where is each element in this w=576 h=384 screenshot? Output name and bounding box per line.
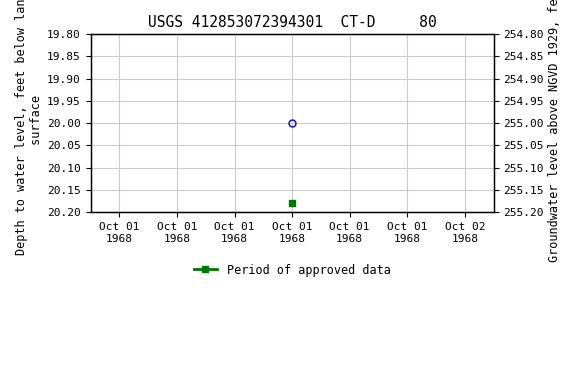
Title: USGS 412853072394301  CT-D     80: USGS 412853072394301 CT-D 80: [148, 15, 437, 30]
Y-axis label: Groundwater level above NGVD 1929, feet: Groundwater level above NGVD 1929, feet: [548, 0, 561, 262]
Legend: Period of approved data: Period of approved data: [189, 259, 395, 281]
Y-axis label: Depth to water level, feet below land
 surface: Depth to water level, feet below land su…: [15, 0, 43, 255]
